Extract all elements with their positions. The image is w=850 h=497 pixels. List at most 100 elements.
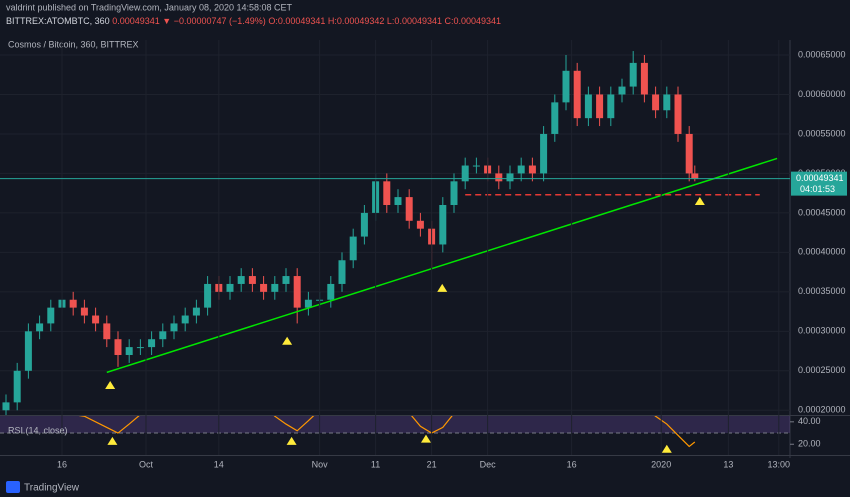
candle-body [495,173,503,182]
candle-body [596,94,604,119]
rsi-line [78,416,696,448]
candle-body [304,299,312,308]
candle-body [640,62,648,95]
candle-body [13,370,21,403]
candle-body [461,165,469,182]
y-tick-label: 0.00055000 [798,128,846,138]
x-tick-label: Oct [139,459,154,469]
rsi-tick-label: 40.00 [798,416,821,426]
candle-body [439,205,447,245]
candle-body [349,236,357,261]
rsi-band [0,416,790,434]
candle-body [629,62,637,87]
candle-body [360,212,368,237]
candle-body [517,165,525,174]
x-tick-label: 2020 [651,459,671,469]
candle-body [103,323,111,340]
candle-body [260,283,268,292]
candle-body [674,94,682,134]
marker [105,381,116,389]
candle-body [450,181,458,205]
candle-body [226,283,234,292]
x-tick-label: 16 [567,459,577,469]
price-tag [791,171,847,196]
publisher: valdrint published on TradingView.com, J… [6,2,293,12]
x-tick-label: 13 [723,459,733,469]
marker [107,436,118,445]
candle-body [607,94,615,119]
marker [661,444,672,453]
price-tag-label: 0.00049341 [796,173,844,183]
candle-body [47,307,55,324]
candle-body [652,94,660,111]
candle-body [338,260,346,284]
candle-body [181,315,189,324]
candle-body [80,307,88,316]
x-tick-label: 14 [214,459,224,469]
candle-body [663,94,671,111]
symbol-line: BITTREX:ATOMBTC, 360 0.00049341 ▼ −0.000… [6,16,501,26]
candle-body [237,276,245,284]
candle-body [691,173,699,179]
candle-body [551,102,559,134]
brand: TradingView [24,483,80,494]
change: −0.00000747 (−1.49%) [174,16,266,26]
x-tick-label: 16 [57,459,67,469]
y-tick-label: 0.00025000 [798,365,846,375]
marker [437,283,448,292]
candle-body [584,94,592,119]
candle-body [114,339,122,355]
candle-body [136,347,144,349]
y-tick-label: 0.00030000 [798,326,846,336]
change-arrow: ▼ [162,16,171,26]
last-price: 0.00049341 [112,16,160,26]
marker [286,436,297,445]
candle-body [248,276,256,284]
candle-body [148,339,156,348]
candle-body [416,220,424,229]
candle-body [271,283,279,292]
candle-body [540,133,548,174]
marker [420,434,431,443]
y-tick-label: 0.00065000 [798,49,846,59]
candle-body [24,331,32,371]
y-tick-label: 0.00020000 [798,405,846,415]
candle-body [282,276,290,284]
candle-body [562,70,570,103]
candle-body [472,165,480,167]
y-tick-label: 0.00060000 [798,89,846,99]
candle-body [327,283,335,300]
symbol: BITTREX:ATOMBTC, 360 [6,16,110,26]
chart-title: Cosmos / Bitcoin, 360, BITTREX [8,39,139,49]
x-tick-label: 11 [371,459,380,469]
y-tick-label: 0.00040000 [798,247,846,257]
candle-body [125,347,133,355]
y-tick-label: 0.00035000 [798,286,846,296]
candle-body [92,315,100,324]
candle-body [528,165,536,174]
candle-body [394,197,402,205]
marker [282,336,293,345]
candle-body [204,283,212,308]
candle-body [159,331,167,340]
candle-body [506,173,514,182]
candle-body [2,402,10,411]
logo [6,481,20,493]
countdown: 04:01:53 [800,184,835,194]
candle-body [170,323,178,332]
rsi-pane [0,416,790,448]
x-tick-label: 13:00 [768,459,791,469]
candle-body [69,299,77,308]
x-tick-label: Nov [312,459,329,469]
candle-body [573,70,581,119]
rsi-label: RSI (14, close) [8,425,68,435]
candle-body [618,86,626,95]
candle-body [383,181,391,205]
ohlc: O:0.00049341 H:0.00049342 L:0.00049341 C… [268,16,501,26]
marker [694,197,705,206]
rsi-tick-label: 20.00 [798,439,821,449]
y-tick-label: 0.00045000 [798,207,846,217]
candle-body [192,307,200,316]
